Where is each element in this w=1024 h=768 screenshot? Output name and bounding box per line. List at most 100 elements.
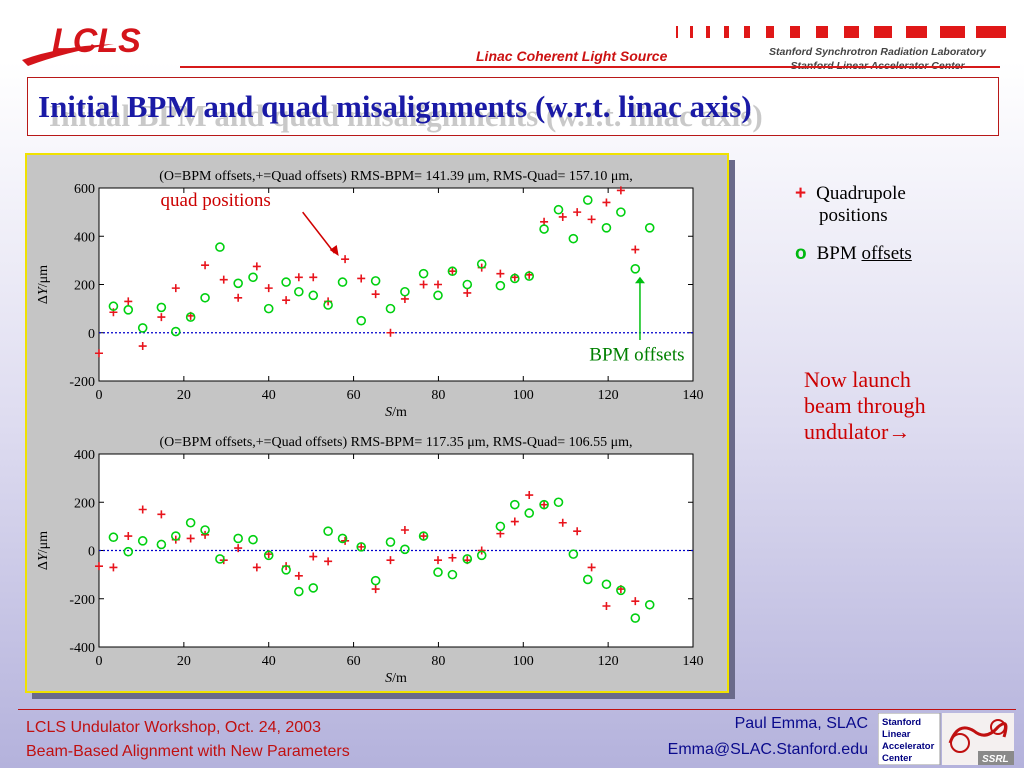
quad-offset-point: [371, 585, 380, 594]
annotation-bpm-arrowhead: [634, 276, 645, 284]
bpm-offset-point: [524, 508, 535, 518]
footer-left: LCLS Undulator Workshop, Oct. 24, 2003 B…: [26, 716, 350, 764]
quad-offset-point: [294, 273, 303, 282]
footer-email[interactable]: Emma@SLAC.Stanford.edu: [667, 741, 868, 758]
quad-offset-point: [234, 293, 243, 302]
footer-author: Paul Emma, SLAC: [734, 715, 868, 732]
bpm-offset-point: [200, 292, 210, 303]
legend-bpm: o BPM offsets: [795, 243, 912, 265]
legend-quad: + Quadrupole: [795, 183, 912, 205]
bpm-offset-point: [123, 305, 134, 315]
bpm-offset-point: [156, 539, 167, 550]
annotation-quad-arrow: [302, 211, 336, 254]
bpm-offset-point: [200, 525, 210, 535]
quad-offset-point: [602, 198, 611, 207]
bpm-offset-point: [418, 268, 429, 279]
quad-offset-point: [573, 527, 582, 536]
bpm-offset-point: [337, 533, 348, 544]
x-tick-label: 60: [347, 654, 361, 669]
header-subtitle: Linac Coherent Light Source: [476, 48, 668, 64]
bpm-offset-point: [462, 554, 473, 564]
quad-offset-point: [157, 313, 166, 322]
title-shadow: Initial BPM and quad misalignments (w.r.…: [49, 98, 763, 133]
quad-offset-point: [400, 525, 409, 534]
legend-quad-line1: Quadrupole: [816, 183, 906, 204]
annotation-bpm-offsets: BPM offsets: [589, 344, 684, 365]
x-tick-label: 100: [513, 654, 534, 669]
bpm-offset-point: [337, 277, 348, 287]
bpm-offset-point: [323, 300, 333, 310]
launch-note-line-1: Now launch: [804, 367, 911, 392]
bpm-offset-point: [108, 301, 119, 312]
annotation-quad-positions: quad positions: [161, 190, 271, 211]
quad-offset-point: [587, 215, 596, 224]
y-axis-label-2: ΔY/μm: [36, 531, 51, 570]
footer-divider: [18, 709, 1016, 710]
quad-offset-point: [234, 544, 243, 553]
bpm-offset-point: [123, 546, 134, 557]
bpm-offset-point: [568, 233, 579, 244]
x-tick-label: 60: [347, 388, 361, 403]
chart-title-1: (O=BPM offsets,+=Quad offsets) RMS-BPM= …: [159, 169, 633, 184]
bpm-offset-point: [323, 526, 333, 537]
x-tick-label: 20: [177, 654, 191, 669]
bpm-offset-point: [495, 280, 506, 291]
bpm-offset-point: [137, 536, 148, 546]
bpm-offset-point: [356, 542, 367, 552]
lcls-logo: LCLS: [52, 22, 141, 60]
lab-line-1: Stanford Synchrotron Radiation Laborator…: [768, 46, 986, 58]
bpm-offset-point: [601, 223, 612, 233]
x-tick-label: 40: [262, 388, 276, 403]
bpm-offset-point: [233, 533, 243, 544]
quad-offset-point: [138, 342, 147, 351]
bpm-offset-point: [156, 302, 167, 313]
x-tick-label: 80: [431, 654, 445, 669]
bpm-offset-point: [385, 537, 396, 547]
bpm-offset-point: [215, 554, 225, 564]
bpm-offset-point: [308, 583, 319, 593]
bpm-offset-point: [263, 550, 274, 561]
y-axis-label-1: ΔY/μm: [36, 265, 51, 304]
x-axis-label-1: S/m: [385, 405, 407, 420]
header-stripes-decoration: [676, 26, 1006, 38]
bpm-offset-point: [616, 585, 626, 596]
quad-offset-point: [540, 500, 549, 509]
x-tick-label: 120: [598, 654, 619, 669]
x-axis-label-2: S/m: [385, 671, 407, 686]
logo-letter-center: Center: [882, 753, 912, 764]
bpm-offset-point: [630, 264, 641, 274]
bpm-offset-point: [185, 517, 196, 528]
y-tick-label: 200: [74, 496, 95, 511]
annotation-quad-arrowhead: [329, 245, 339, 257]
bpm-offset-point: [447, 569, 458, 580]
y-tick-label: -400: [69, 641, 95, 656]
slac-logo: Stanford Linear Accelerator Center SSRL: [878, 713, 1014, 765]
bpm-offset-point: [582, 195, 593, 205]
bpm-offset-point: [524, 271, 535, 281]
quad-offset-point: [419, 532, 428, 541]
bpm-offset-point: [294, 586, 304, 597]
bpm-offset-point: [356, 315, 367, 326]
quad-offset-point: [386, 556, 395, 565]
quad-offset-point: [252, 563, 261, 572]
misalignment-plots: (O=BPM offsets,+=Quad offsets) RMS-BPM= …: [36, 169, 704, 686]
bpm-offset-point: [170, 531, 181, 541]
bpm-offset-point: [418, 531, 429, 541]
bpm-offset-point: [137, 323, 148, 333]
quad-offset-point: [219, 275, 228, 284]
footer-right: Paul Emma, SLAC Emma@SLAC.Stanford.edu: [668, 711, 868, 763]
bpm-offset-point: [281, 564, 291, 575]
x-tick-label: 140: [683, 388, 704, 403]
quad-offset-point: [434, 556, 443, 565]
quad-offset-point: [252, 262, 261, 271]
x-tick-label: 40: [262, 654, 276, 669]
plus-marker-icon: +: [795, 183, 807, 204]
quad-offset-point: [157, 510, 166, 519]
bpm-offset-point: [248, 534, 258, 545]
quad-offset-point: [631, 245, 640, 254]
quad-offset-point: [573, 208, 582, 217]
y-tick-label: -200: [69, 593, 95, 608]
plot-area-1: [98, 187, 694, 382]
bpm-offset-point: [294, 286, 304, 297]
